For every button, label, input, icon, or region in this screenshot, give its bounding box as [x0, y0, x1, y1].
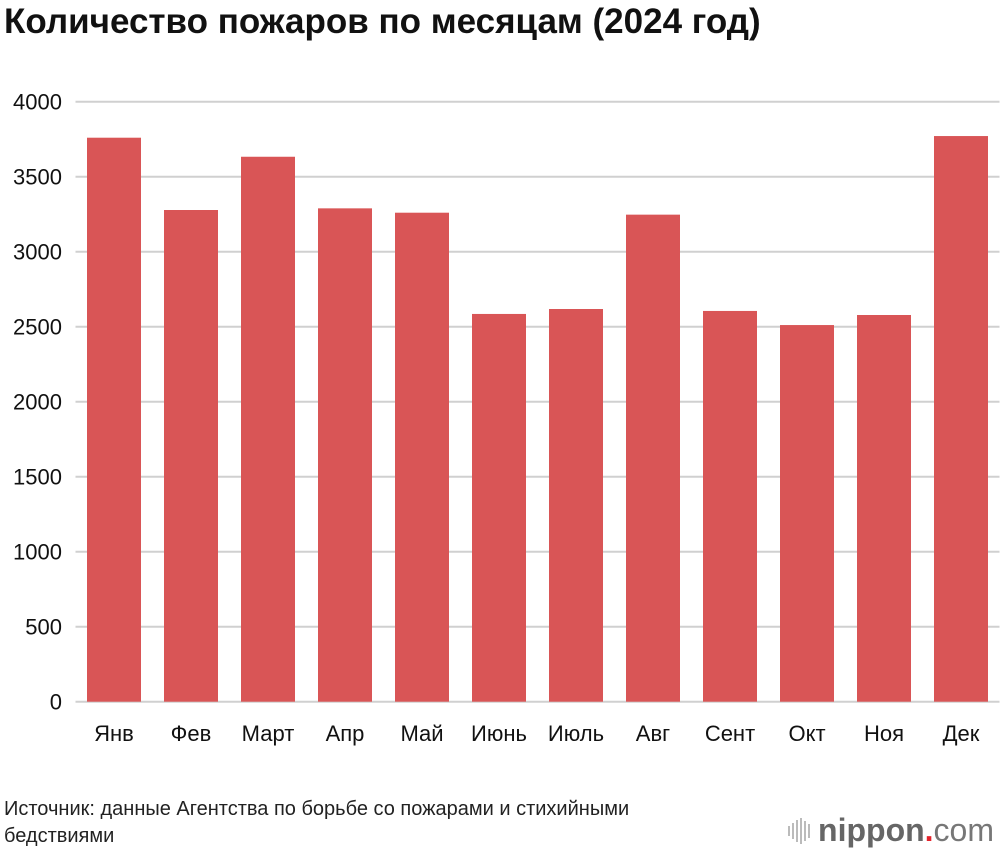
y-tick-label: 1000 — [13, 540, 62, 565]
bar-Апр — [318, 208, 372, 702]
chart-title: Количество пожаров по месяцам (2024 год) — [4, 2, 761, 41]
bar-Фев — [164, 210, 218, 702]
y-tick-label: 0 — [50, 690, 62, 715]
y-tick-label: 500 — [25, 615, 62, 640]
sound-wave-icon — [788, 817, 811, 844]
x-tick-label: Сент — [705, 721, 755, 746]
x-tick-label: Май — [400, 721, 443, 746]
bar-Ноя — [857, 315, 911, 702]
source-note: Источник: данные Агентства по борьбе со … — [4, 798, 630, 847]
x-tick-label: Июнь — [471, 721, 527, 746]
bar-Март — [241, 156, 295, 702]
bar-Июль — [549, 309, 603, 702]
bar-Авг — [626, 214, 680, 702]
x-tick-label: Янв — [94, 721, 134, 746]
x-tick-label: Авг — [636, 721, 670, 746]
y-tick-label: 3500 — [13, 165, 62, 190]
x-tick-label: Март — [242, 721, 295, 746]
x-tick-label: Апр — [326, 721, 365, 746]
bar-Янв — [87, 137, 141, 702]
x-tick-label: Ноя — [864, 721, 904, 746]
y-tick-label: 3000 — [13, 240, 62, 265]
bar-chart: 0 500 1000 1500 2000 2500 3000 3500 4000 Янв Фев Ма… — [13, 90, 1000, 746]
logo-dot: . — [924, 812, 934, 848]
y-tick-label: 2500 — [13, 315, 62, 340]
y-tick-label: 1500 — [13, 465, 62, 490]
x-tick-label: Дек — [943, 721, 980, 746]
logo-suffix: com — [933, 812, 994, 848]
x-tick-label: Фев — [171, 721, 212, 746]
y-tick-label: 2000 — [13, 390, 62, 415]
bar-Июнь — [472, 313, 526, 702]
bar-Сент — [703, 310, 757, 702]
y-tick-label: 4000 — [13, 90, 62, 115]
nippon-logo: nippon. com — [788, 812, 994, 849]
logo-name: nippon — [818, 812, 925, 848]
x-tick-label: Июль — [548, 721, 604, 746]
bar-Май — [395, 212, 449, 702]
bar-Окт — [780, 325, 834, 702]
bar-Дек — [934, 136, 988, 702]
x-tick-label: Окт — [788, 721, 825, 746]
